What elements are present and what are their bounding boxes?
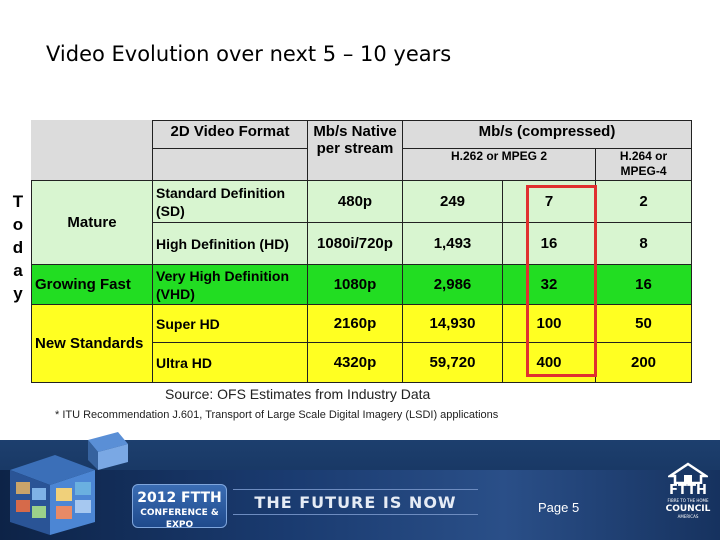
- row-native: 59,720: [402, 342, 503, 383]
- today-vertical-label: T o d a y: [9, 190, 27, 305]
- today-letter: d: [12, 238, 24, 257]
- row-format: Super HD: [152, 304, 308, 343]
- row-resolution: 480p: [307, 180, 403, 223]
- row-native: 1,493: [402, 222, 503, 265]
- header-native: Mb/s Native per stream: [307, 120, 403, 181]
- expo-badge-line2: CONFERENCE & EXPO: [140, 508, 219, 530]
- logo-region: AMERICAS: [677, 514, 699, 519]
- row-resolution: 1080i/720p: [307, 222, 403, 265]
- row-native: 14,930: [402, 304, 503, 343]
- row-format: Ultra HD: [152, 342, 308, 383]
- expo-badge: 2012 FTTH CONFERENCE & EXPO: [132, 484, 227, 530]
- header-h264: H.264 or MPEG-4: [595, 148, 692, 181]
- today-letter: T: [12, 192, 24, 211]
- row-resolution: 4320p: [307, 342, 403, 383]
- table-corner: [31, 120, 153, 149]
- row-h264: 50: [595, 304, 692, 343]
- row-h264: 8: [595, 222, 692, 265]
- video-format-table: 2D Video Format Mb/s Native per stream M…: [31, 120, 692, 383]
- header-format-spacer: [152, 148, 308, 181]
- row-native: 249: [402, 180, 503, 223]
- table-corner-2: [31, 148, 153, 181]
- row-format: Standard Definition (SD): [152, 180, 308, 223]
- row-resolution: 2160p: [307, 304, 403, 343]
- category-growing: Growing Fast: [31, 264, 153, 305]
- row-format: High Definition (HD): [152, 222, 308, 265]
- today-letter: o: [12, 215, 24, 234]
- header-compressed: Mb/s (compressed): [402, 120, 692, 149]
- row-h262: 16: [502, 222, 596, 265]
- row-native: 2,986: [402, 264, 503, 305]
- logo-council: COUNCIL: [665, 504, 711, 514]
- logo-subtitle: FIBRE TO THE HOME: [667, 498, 709, 503]
- ftth-council-logo: FTTH FIBRE TO THE HOME COUNCIL AMERICAS: [660, 462, 716, 536]
- footer-tagline: THE FUTURE IS NOW: [233, 489, 478, 515]
- header-format: 2D Video Format: [152, 120, 308, 149]
- expo-badge-line1: 2012 FTTH: [137, 490, 222, 506]
- source-note: Source: OFS Estimates from Industry Data: [165, 386, 431, 402]
- row-h262: 32: [502, 264, 596, 305]
- row-h264: 16: [595, 264, 692, 305]
- row-h262: 7: [502, 180, 596, 223]
- media-cubes-icon: [10, 432, 128, 535]
- row-h264: 200: [595, 342, 692, 383]
- today-letter: y: [13, 284, 23, 303]
- row-h262: 100: [502, 304, 596, 343]
- footer-band: [0, 470, 720, 540]
- row-h264: 2: [595, 180, 692, 223]
- category-new-standards: New Standards: [31, 304, 153, 383]
- house-icon: [668, 462, 708, 484]
- row-format: Very High Definition (VHD): [152, 264, 308, 305]
- row-h262: 400: [502, 342, 596, 383]
- page-number: Page 5: [538, 500, 580, 515]
- header-h262: H.262 or MPEG 2: [402, 148, 596, 181]
- footnote: * ITU Recommendation J.601, Transport of…: [55, 409, 499, 421]
- row-resolution: 1080p: [307, 264, 403, 305]
- logo-name: FTTH: [669, 483, 707, 498]
- slide-title: Video Evolution over next 5 – 10 years: [46, 42, 452, 66]
- today-letter: a: [13, 261, 23, 280]
- category-mature: Mature: [31, 180, 153, 265]
